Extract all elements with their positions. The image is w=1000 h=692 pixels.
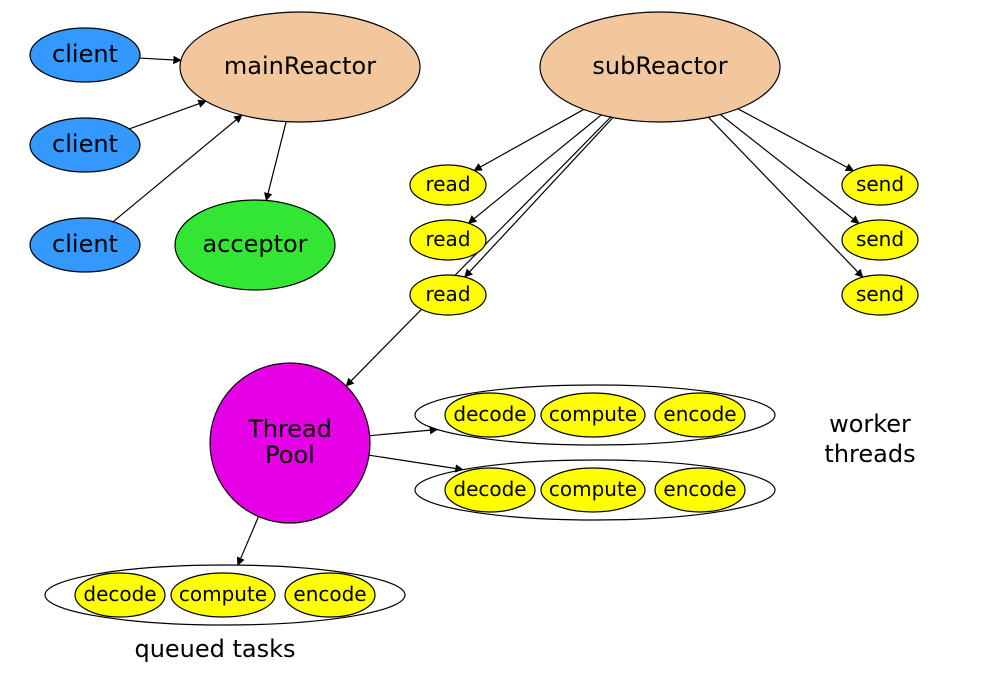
worker1-item-0-label: decode bbox=[453, 402, 526, 426]
edge-13 bbox=[238, 517, 259, 566]
edge-5 bbox=[469, 115, 602, 223]
send3-label: send bbox=[856, 282, 904, 306]
edge-12 bbox=[369, 455, 463, 469]
worker1-item-2-label: encode bbox=[663, 402, 736, 426]
edge-3 bbox=[266, 122, 286, 201]
edge-1 bbox=[129, 101, 206, 129]
worker1-item-1-label: compute bbox=[549, 402, 637, 426]
client1-label: client bbox=[52, 40, 118, 68]
queued_tasks-label: queued tasks bbox=[134, 635, 295, 663]
worker2-item-0-label: decode bbox=[453, 477, 526, 501]
client2-label: client bbox=[52, 130, 118, 158]
read1-label: read bbox=[425, 172, 470, 196]
send1-label: send bbox=[856, 172, 904, 196]
reactor-diagram: decode compute encode decode compute encode de… bbox=[0, 0, 1000, 692]
edge-8 bbox=[720, 115, 858, 224]
edge-9 bbox=[709, 117, 863, 277]
queued-item-1-label: compute bbox=[179, 582, 267, 606]
send2-label: send bbox=[856, 227, 904, 251]
edge-6 bbox=[465, 118, 613, 277]
acceptor-label: acceptor bbox=[202, 230, 307, 258]
read3-label: read bbox=[425, 282, 470, 306]
client3-label: client bbox=[52, 230, 118, 258]
read2-label: read bbox=[425, 227, 470, 251]
edge-0 bbox=[140, 58, 181, 60]
worker_threads-label: workerthreads bbox=[824, 410, 915, 468]
worker2-item-2-label: encode bbox=[663, 477, 736, 501]
edge-7 bbox=[738, 109, 853, 171]
worker2-item-1-label: compute bbox=[549, 477, 637, 501]
queued-item-0-label: decode bbox=[83, 582, 156, 606]
mainReactor-label: mainReactor bbox=[224, 52, 376, 80]
subReactor-label: subReactor bbox=[592, 52, 727, 80]
edge-11 bbox=[370, 429, 438, 435]
queued-item-2-label: encode bbox=[293, 582, 366, 606]
